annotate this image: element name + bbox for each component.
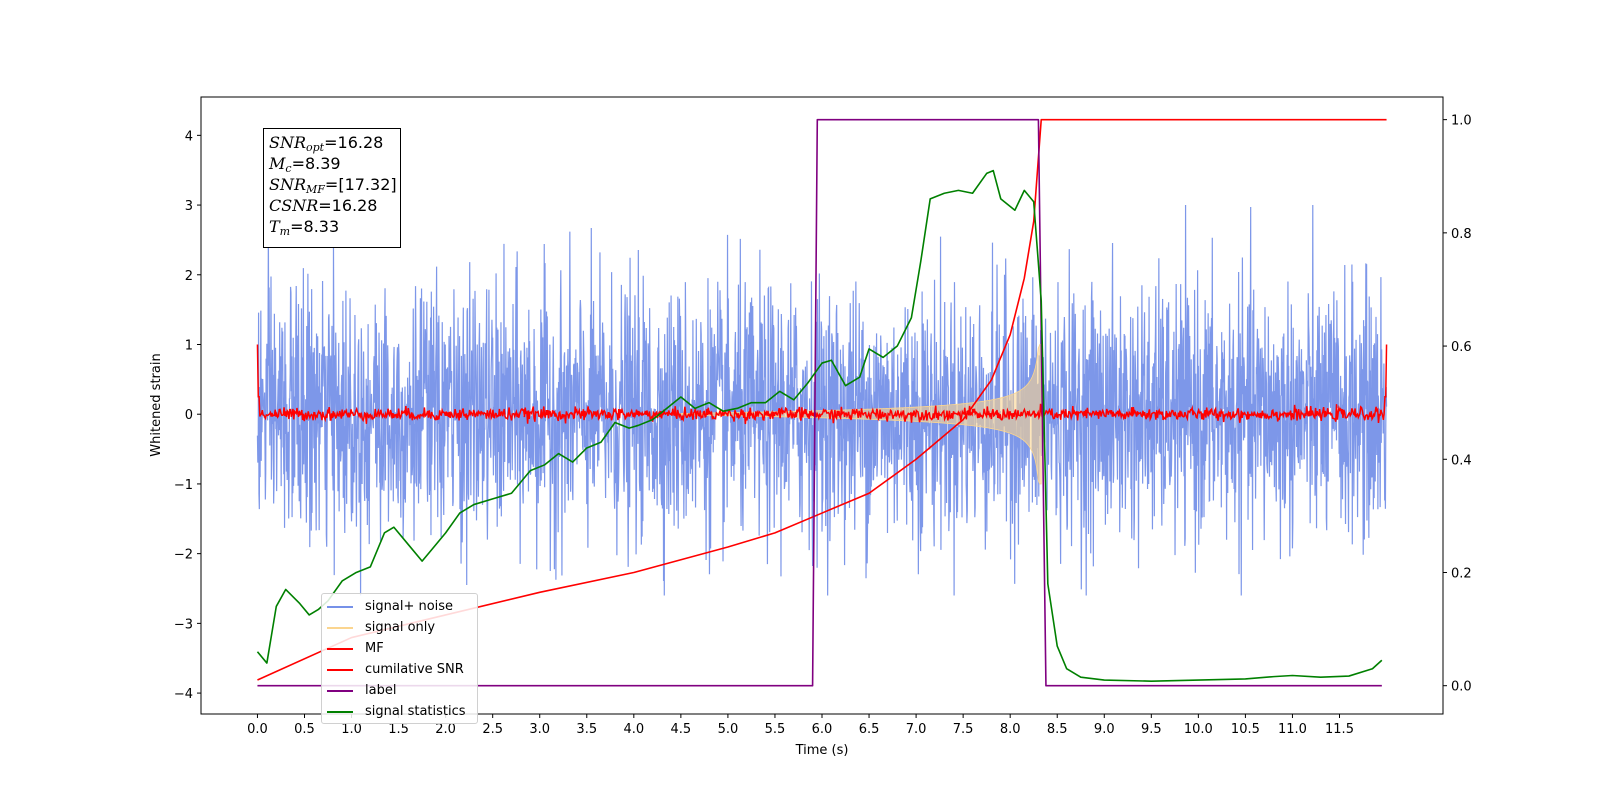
x-tick-label: 7.0 bbox=[906, 722, 927, 737]
x-tick-label: 1.0 bbox=[341, 722, 362, 737]
legend: signal+ noise signal only MF cumilative … bbox=[321, 593, 478, 724]
annotation-csnr: CSNR=16.28 bbox=[269, 196, 378, 215]
x-tick-label: 6.5 bbox=[859, 722, 880, 737]
y-axis-label: Whitened strain bbox=[149, 353, 164, 456]
x-tick-label: 10.0 bbox=[1184, 722, 1213, 737]
x-tick-label: 3.0 bbox=[529, 722, 550, 737]
x-tick-label: 6.0 bbox=[812, 722, 833, 737]
annotation-tm: Tm=8.33 bbox=[269, 217, 340, 238]
y-right-tick-label: 0.4 bbox=[1451, 453, 1472, 468]
legend-swatch bbox=[327, 626, 353, 629]
legend-item-signal-statistics: signal statistics bbox=[327, 701, 472, 722]
legend-item-signal-noise: signal+ noise bbox=[327, 596, 472, 617]
series-signal-statistics bbox=[256, 169, 1383, 682]
x-tick-label: 4.0 bbox=[623, 722, 644, 737]
y-tick-label: −2 bbox=[174, 548, 193, 563]
y-tick-label: 0 bbox=[185, 408, 193, 423]
legend-swatch bbox=[327, 689, 353, 692]
legend-item-cumulative-snr: cumilative SNR bbox=[327, 659, 472, 680]
legend-item-mf: MF bbox=[327, 638, 472, 659]
series-signal-noise bbox=[256, 205, 1388, 596]
legend-swatch bbox=[327, 668, 353, 671]
x-tick-label: 5.0 bbox=[718, 722, 739, 737]
x-tick-label: 11.0 bbox=[1278, 722, 1307, 737]
y-right-tick-label: 0.8 bbox=[1451, 227, 1472, 242]
legend-item-signal-only: signal only bbox=[327, 617, 472, 638]
x-tick-label: 5.5 bbox=[765, 722, 786, 737]
series-mf bbox=[256, 344, 1388, 425]
x-tick-label: 0.0 bbox=[247, 722, 268, 737]
x-tick-label: 4.5 bbox=[671, 722, 692, 737]
series-label bbox=[257, 118, 1382, 687]
y-tick-label: 3 bbox=[185, 199, 193, 214]
parameter-annotation: SNRopt=16.28 Mc=8.39 SNRMF=[17.32] CSNR=… bbox=[263, 128, 401, 248]
y-tick-label: 1 bbox=[185, 338, 193, 353]
y-tick-label: 4 bbox=[185, 129, 193, 144]
series-cumulative-snr bbox=[257, 118, 1387, 681]
x-tick-label: 3.5 bbox=[576, 722, 597, 737]
annotation-snr-opt: SNRopt=16.28 bbox=[269, 133, 384, 154]
x-axis-label: Time (s) bbox=[795, 743, 849, 758]
annotation-mc: Mc=8.39 bbox=[269, 154, 341, 175]
y-right-tick-label: 0.2 bbox=[1451, 566, 1472, 581]
y-tick-label: −3 bbox=[174, 617, 193, 632]
x-tick-label: 11.5 bbox=[1325, 722, 1354, 737]
y-right-tick-label: 0.6 bbox=[1451, 340, 1472, 355]
y-right-tick-label: 0.0 bbox=[1451, 680, 1472, 695]
x-tick-label: 8.0 bbox=[1000, 722, 1021, 737]
x-tick-label: 0.5 bbox=[294, 722, 315, 737]
legend-swatch bbox=[327, 605, 353, 608]
x-tick-label: 1.5 bbox=[388, 722, 409, 737]
annotation-snr-mf: SNRMF=[17.32] bbox=[269, 175, 397, 196]
x-tick-label: 2.0 bbox=[435, 722, 456, 737]
y-tick-label: −1 bbox=[174, 478, 193, 493]
legend-swatch bbox=[327, 647, 353, 650]
legend-item-label: label bbox=[327, 680, 472, 701]
x-tick-label: 10.5 bbox=[1231, 722, 1260, 737]
x-tick-label: 2.5 bbox=[482, 722, 503, 737]
x-tick-label: 9.0 bbox=[1094, 722, 1115, 737]
y-right-tick-label: 1.0 bbox=[1451, 114, 1472, 129]
y-tick-label: 2 bbox=[185, 269, 193, 284]
legend-swatch bbox=[327, 710, 353, 713]
x-tick-label: 7.5 bbox=[953, 722, 974, 737]
y-tick-label: −4 bbox=[174, 687, 193, 702]
x-tick-label: 8.5 bbox=[1047, 722, 1068, 737]
x-tick-label: 9.5 bbox=[1141, 722, 1162, 737]
